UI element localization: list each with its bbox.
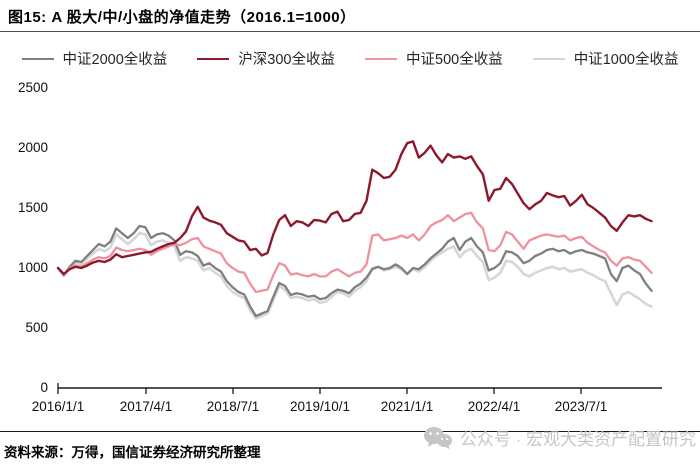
watermark-text: 公众号 · 宏观大类资产配置研究	[459, 430, 696, 449]
y-tick-2000: 2000	[17, 140, 48, 155]
series-line-沪深300全收益	[56, 140, 653, 276]
figure-title: 图15: A 股大/中/小盘的净值走势（2016.1=1000）	[8, 9, 356, 26]
legend-line-swatch-hs300	[197, 57, 230, 60]
legend-label-csi1000: 中证1000全收益	[573, 52, 679, 68]
wechat-icon	[423, 426, 452, 449]
footer-divider	[0, 431, 700, 432]
source-text: 资料来源：万得，国信证券经济研究所整理	[4, 445, 261, 460]
legend-line-swatch-csi500	[365, 57, 397, 60]
x-tick-2022: 2022/4/1	[467, 399, 521, 414]
chart-legend: 中证2000全收益 沪深300全收益 中证500全收益 中证1000全收益	[0, 48, 700, 69]
legend-item-csi1000: 中证1000全收益	[532, 48, 679, 69]
y-tick-1000: 1000	[17, 260, 48, 275]
x-tick-2019: 2019/10/1	[289, 399, 351, 414]
x-tick-2023: 2023/7/1	[554, 399, 608, 414]
legend-line-swatch-csi1000	[532, 57, 565, 60]
legend-item-csi500: 中证500全收益	[365, 48, 503, 69]
title-divider	[0, 31, 700, 32]
y-tick-0: 0	[40, 380, 48, 395]
series-line-中证2000全收益	[56, 224, 653, 318]
legend-item-csi2000: 中证2000全收益	[21, 48, 168, 69]
chart-series-group	[56, 140, 653, 320]
legend-label-csi500: 中证500全收益	[406, 52, 503, 68]
legend-label-hs300: 沪深300全收益	[238, 52, 335, 68]
y-tick-500: 500	[25, 320, 48, 335]
series-line-中证500全收益	[56, 211, 653, 294]
x-tick-2017: 2017/4/1	[119, 399, 173, 414]
x-tick-2018: 2018/7/1	[206, 399, 260, 414]
watermark: 公众号 · 宏观大类资产配置研究	[423, 425, 696, 450]
x-tick-2021: 2021/1/1	[380, 399, 434, 414]
x-tick-2016: 2016/1/1	[31, 399, 85, 414]
y-tick-2500: 2500	[17, 80, 48, 95]
x-axis-ticks	[57, 383, 582, 394]
legend-item-hs300: 沪深300全收益	[197, 48, 335, 69]
series-line-中证1000全收益	[56, 231, 653, 320]
legend-line-swatch-csi2000	[21, 57, 54, 60]
y-tick-1500: 1500	[17, 200, 48, 215]
legend-label-csi2000: 中证2000全收益	[62, 52, 168, 68]
